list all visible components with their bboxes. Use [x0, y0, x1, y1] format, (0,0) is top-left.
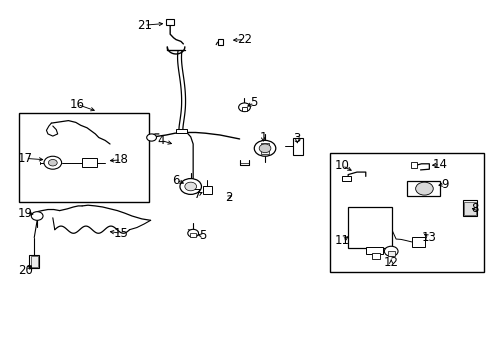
Bar: [19, 113, 149, 202]
Text: 10: 10: [334, 159, 349, 172]
Circle shape: [180, 179, 201, 194]
Bar: [342, 176, 350, 181]
Bar: [410, 162, 416, 168]
Circle shape: [44, 156, 61, 169]
Bar: [406, 181, 439, 196]
Bar: [176, 129, 186, 133]
Text: 9: 9: [440, 178, 448, 191]
Text: 16: 16: [70, 98, 84, 111]
Text: 3: 3: [293, 132, 301, 145]
Bar: [371, 253, 380, 259]
Text: 12: 12: [383, 256, 398, 269]
Text: 17: 17: [18, 152, 33, 165]
Bar: [203, 186, 211, 194]
Text: 18: 18: [114, 153, 128, 166]
Circle shape: [48, 159, 57, 166]
Bar: [411, 237, 425, 247]
Circle shape: [184, 182, 196, 191]
Text: 22: 22: [237, 33, 251, 46]
Circle shape: [259, 144, 270, 153]
Text: 1: 1: [259, 131, 266, 144]
Circle shape: [187, 229, 198, 237]
Circle shape: [384, 246, 397, 256]
Text: 2: 2: [224, 191, 232, 204]
Bar: [293, 138, 303, 155]
Circle shape: [146, 134, 156, 141]
Circle shape: [415, 182, 432, 195]
Text: 8: 8: [470, 202, 478, 215]
Text: 7: 7: [194, 188, 202, 201]
Bar: [190, 233, 196, 237]
Bar: [365, 247, 382, 254]
Text: 15: 15: [114, 227, 128, 240]
Text: 5: 5: [199, 229, 206, 242]
Text: 5: 5: [250, 96, 258, 109]
Bar: [347, 207, 391, 248]
Bar: [82, 158, 97, 167]
Text: 4: 4: [157, 134, 165, 147]
Bar: [329, 153, 483, 272]
Circle shape: [238, 103, 250, 112]
Text: 21: 21: [137, 19, 151, 32]
Text: 20: 20: [18, 264, 33, 277]
Text: 11: 11: [334, 234, 349, 247]
Bar: [261, 143, 268, 154]
Bar: [29, 255, 39, 268]
Circle shape: [254, 140, 275, 156]
Bar: [166, 19, 174, 25]
Text: 14: 14: [432, 158, 447, 171]
Text: 13: 13: [421, 231, 436, 244]
Bar: [241, 107, 247, 111]
Bar: [217, 39, 223, 45]
Text: 19: 19: [18, 207, 33, 220]
Bar: [31, 256, 38, 267]
Circle shape: [31, 212, 43, 220]
Bar: [387, 251, 394, 256]
Bar: [463, 202, 475, 215]
Bar: [462, 200, 476, 216]
Text: 6: 6: [172, 174, 180, 186]
